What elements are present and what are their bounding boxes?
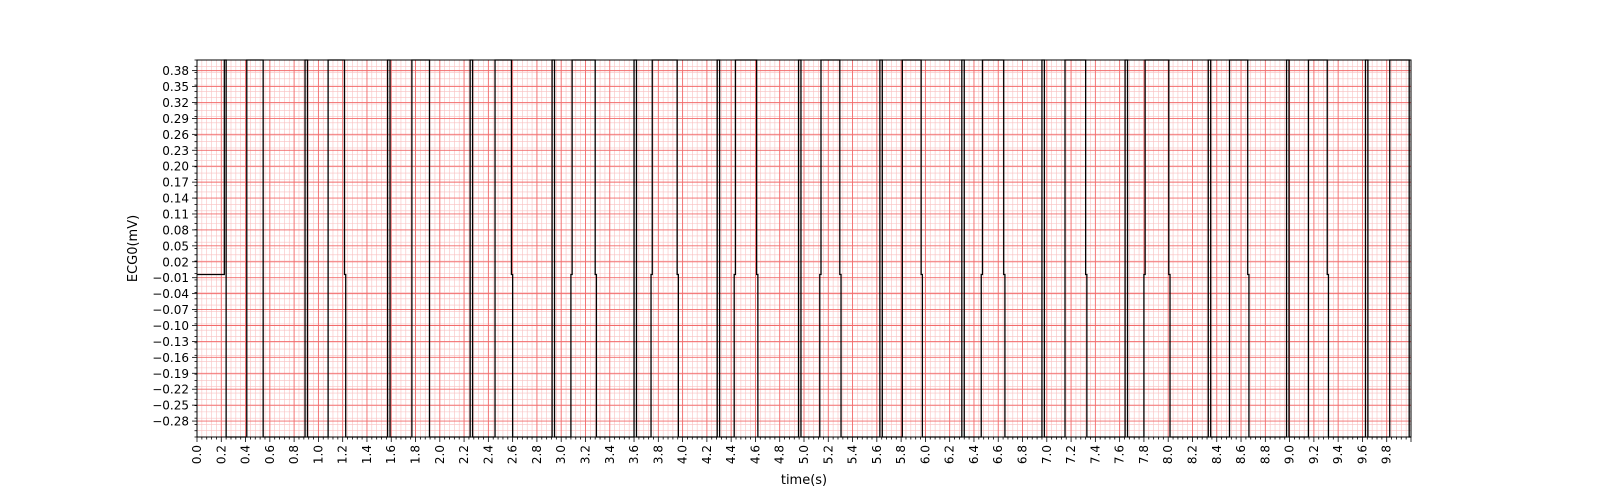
x-tick-label: 0.4 (239, 445, 253, 464)
x-tick-label: 6.8 (1016, 445, 1030, 464)
y-tick-label: 0.29 (162, 112, 189, 126)
y-axis-ticks: 0.38 0.35 0.32 0.29 0.26 0.23 0.20 0.17 0.140.11… (152, 59, 197, 438)
x-tick-label: 8.6 (1234, 445, 1248, 464)
x-tick-label: 4.8 (773, 445, 787, 464)
y-tick-label: 0.32 (162, 96, 189, 110)
y-tick-label: −0.28 (152, 415, 189, 429)
x-tick-label: 0.8 (287, 445, 301, 464)
x-tick-label: 8.8 (1258, 445, 1272, 464)
x-tick-label: 5.2 (821, 445, 835, 464)
x-tick-label: 4.0 (676, 445, 690, 464)
x-tick-label: 2.2 (457, 445, 471, 464)
x-tick-label: 2.4 (481, 445, 495, 464)
x-tick-label: 9.8 (1380, 445, 1394, 464)
x-tick-label: 1.0 (311, 445, 325, 464)
y-tick-label: 0.35 (162, 80, 189, 94)
x-tick-label: 6.0 (918, 445, 932, 464)
x-tick-label: 2.8 (530, 445, 544, 464)
x-tick-label: 0.6 (263, 445, 277, 464)
y-tick-label: −0.16 (152, 351, 189, 365)
y-tick-label: 0.17 (162, 176, 189, 190)
y-tick-label: −0.07 (152, 303, 189, 317)
y-tick-label: 0.08 (162, 223, 189, 237)
x-tick-label: 1.6 (384, 445, 398, 464)
x-tick-label: 1.8 (409, 445, 423, 464)
x-tick-label: 7.8 (1137, 445, 1151, 464)
x-tick-label: 4.4 (724, 445, 738, 464)
y-tick-label: 0.23 (162, 144, 189, 158)
x-tick-label: 7.4 (1088, 445, 1102, 464)
x-tick-label: 1.4 (360, 445, 374, 464)
y-tick-label: 0.26 (162, 128, 189, 142)
x-tick-label: 9.4 (1331, 445, 1345, 464)
x-tick-label: 1.2 (336, 445, 350, 464)
x-tick-label: 0.0 (190, 445, 204, 464)
x-tick-label: 7.2 (1064, 445, 1078, 464)
x-tick-label: 8.0 (1161, 445, 1175, 464)
y-tick-label: −0.10 (152, 319, 189, 333)
y-tick-label: −0.25 (152, 399, 189, 413)
x-tick-label: 3.8 (651, 445, 665, 464)
y-tick-label: 0.38 (162, 64, 189, 78)
x-tick-label: 9.2 (1307, 445, 1321, 464)
y-tick-label: 0.20 (162, 160, 189, 174)
y-tick-label: 0.05 (162, 239, 189, 253)
x-tick-label: 9.6 (1355, 445, 1369, 464)
x-tick-label: 6.2 (943, 445, 957, 464)
x-tick-label: 3.2 (578, 445, 592, 464)
x-axis-ticks: 0.0 0.2 0.4 0.6 0.8 1.0 1.2 1.4 1.6 1.8 2.0 2.2 2.4 2… (190, 437, 1412, 464)
y-axis-label: ECG0(mV) (126, 215, 141, 282)
x-tick-label: 2.6 (506, 445, 520, 464)
x-tick-label: 7.0 (1040, 445, 1054, 464)
y-tick-label: 0.14 (162, 192, 189, 206)
y-tick-label: 0.02 (162, 255, 189, 269)
x-tick-label: 4.2 (700, 445, 714, 464)
x-tick-label: 5.4 (846, 445, 860, 464)
x-tick-label: 5.8 (894, 445, 908, 464)
x-tick-label: 2.0 (433, 445, 447, 464)
x-tick-label: 5.0 (797, 445, 811, 464)
x-tick-label: 5.6 (870, 445, 884, 464)
x-tick-label: 3.0 (554, 445, 568, 464)
x-tick-label: 3.4 (603, 445, 617, 464)
x-tick-label: 4.6 (748, 445, 762, 464)
y-tick-label: −0.22 (152, 383, 189, 397)
x-tick-label: 0.2 (214, 445, 228, 464)
y-tick-label: −0.13 (152, 335, 189, 349)
x-tick-label: 7.6 (1113, 445, 1127, 464)
x-tick-label: 9.0 (1283, 445, 1297, 464)
y-tick-label: 0.11 (162, 207, 189, 221)
x-tick-label: 6.6 (991, 445, 1005, 464)
y-tick-label: −0.01 (152, 271, 189, 285)
y-tick-label: −0.04 (152, 287, 189, 301)
x-axis-label: time(s) (781, 473, 827, 488)
x-tick-label: 8.4 (1210, 445, 1224, 464)
x-tick-label: 3.6 (627, 445, 641, 464)
x-tick-label: 8.2 (1185, 445, 1199, 464)
y-tick-label: −0.19 (152, 367, 189, 381)
x-tick-label: 6.4 (967, 445, 981, 464)
